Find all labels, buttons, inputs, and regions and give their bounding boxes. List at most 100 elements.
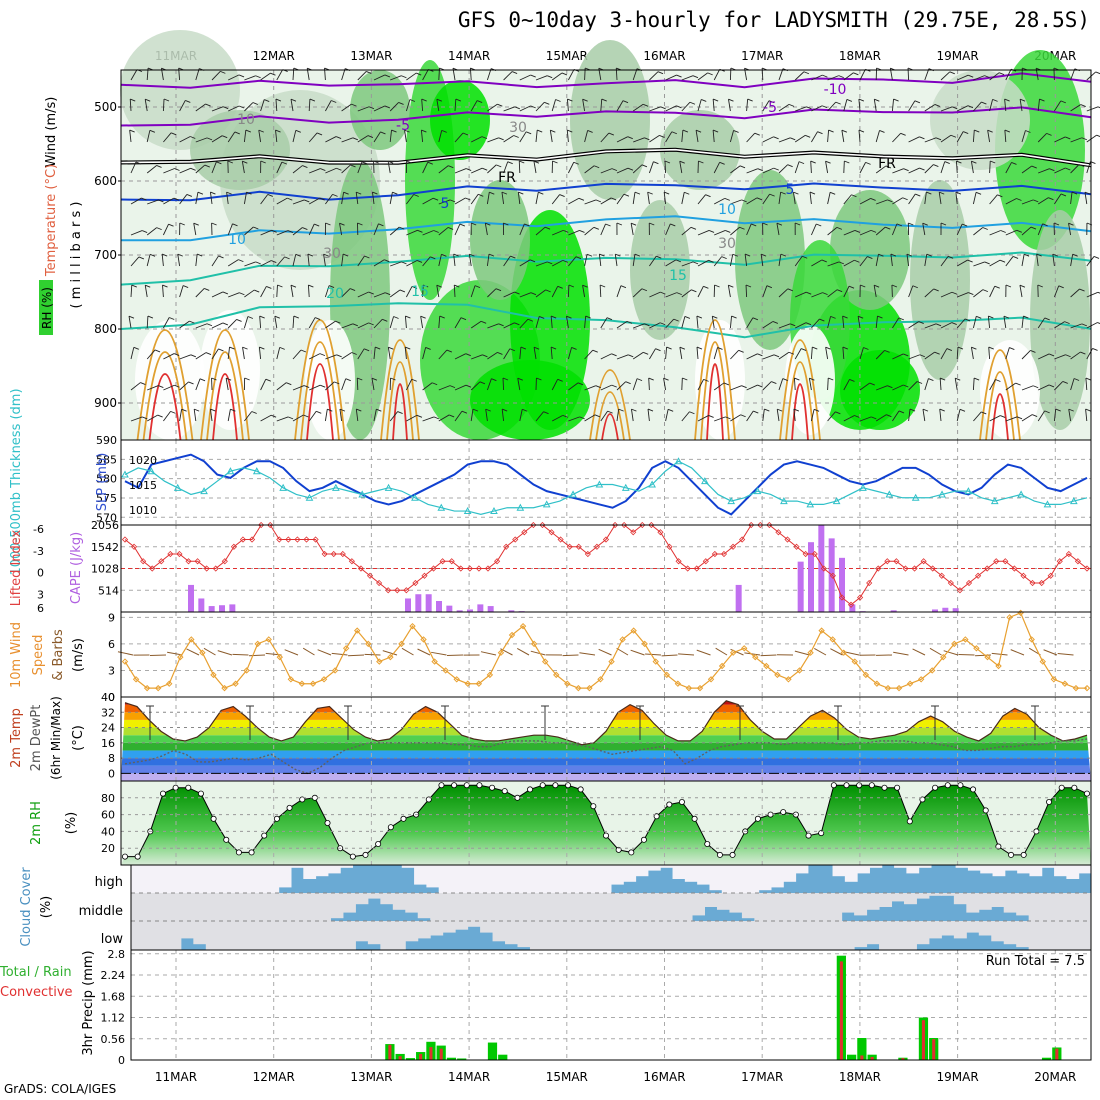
rh-point [628,849,635,856]
wind-barb-flag [1016,198,1022,201]
cape-bar [477,604,484,612]
wind-barb-flag [982,289,989,293]
temperature-band [121,742,1091,751]
cloud-clear-cell [991,921,1005,942]
wind-barb [892,197,903,205]
wind-barb [972,192,977,205]
cloud-clear-cell [991,893,1005,907]
lifted-index-point [857,594,864,601]
wind-barb [679,161,683,174]
wind-barb-flag [459,223,466,227]
cloud-axis-label-1: Cloud Cover [19,867,34,947]
wind-barb-flag [399,289,406,293]
wind-barb [1085,409,1088,422]
wind-barb [843,415,855,422]
wind-barb [727,285,731,298]
wind-barb [924,192,927,205]
cloud-clear-cell [667,921,681,950]
precip-total-bar [405,1058,416,1060]
temperature-band [121,735,1091,743]
wind-barb-flag [967,105,974,109]
wind-barb [632,378,638,391]
wind-barb [179,194,188,205]
cloud-clear-cell [480,893,494,921]
wind-barb [146,227,157,236]
wind-barb [259,316,262,329]
wind-barb-flag [615,253,621,257]
lifted-index-point [1056,558,1063,565]
wind-barb-flag [663,377,669,381]
wind-barb [616,354,629,360]
wind-barb-flag [806,106,812,110]
wind-barb-flag [793,408,800,412]
rh-shade-area [830,190,910,310]
precip-convective-bar [932,1039,936,1060]
cloud-clear-cell [426,865,440,888]
wind-barb-flag [692,75,699,79]
wind-barb-flag [138,256,145,260]
wind-barb [146,315,149,329]
wind-barb [487,137,499,143]
wind-speed-point [818,627,825,634]
wind-barb-flag [858,129,865,133]
wind-barb-flag [530,105,536,109]
wind-barb-flag [141,197,147,201]
cloud-clear-cell [567,893,581,921]
rh-point [805,832,812,839]
wind-barb-10m [431,651,447,656]
precip-tick-label: 2.24 [101,969,126,982]
wind-barb-flag [1019,98,1026,102]
wind-barb [211,71,221,81]
wind-barb-flag [747,98,753,102]
wind-barb [825,347,829,360]
wind-barb [163,317,170,329]
wind-barb-flag [934,351,940,355]
wind-barb-flag [1060,100,1066,104]
cape-bar [890,610,897,612]
wind-barb-flag [133,346,139,350]
wind-barb [762,285,768,298]
wind-barb [633,137,645,143]
wind-barb-flag [465,197,471,201]
wind-barb-flag [242,160,248,164]
wind-barb-flag [571,347,577,350]
wind-speed-point [287,676,295,683]
wind-barb [535,102,545,112]
slp-thickness-frame [120,439,1092,526]
wind-barb-flag [562,259,568,263]
lifted-index-point [575,543,582,550]
wind-barb-flag [912,285,918,289]
wind-barb [179,136,191,143]
wind-barb-flag [903,168,909,172]
cloud-clear-cell [405,921,419,942]
thickness-tick-label: 590 [96,434,117,447]
cloud-clear-cell [953,893,967,905]
wind-barb-flag [1062,380,1068,384]
wind-barb [714,416,726,422]
wind-barb [940,71,951,81]
cloud-clear-cell [254,865,267,893]
wind-barb [422,347,427,360]
cloud-clear-cell [592,921,606,950]
lifted-index-point [167,550,174,558]
rh-tick-label: 60 [101,809,115,822]
wind-barb-flag [821,259,827,263]
wind-barb-flag [514,291,520,295]
wind-barb [422,382,433,391]
wind-barb-flag [903,353,909,357]
precip-convective-bar [860,1055,864,1060]
wind-barb-flag [660,106,666,110]
wind-barb-flag [676,292,682,296]
wind-barb [503,106,515,112]
rh-point [438,782,445,789]
wind-barb [584,349,594,360]
wind-barb [778,164,788,174]
temperature-contour-low [791,383,809,441]
wind-barb-flag [956,160,962,164]
wind-barb [373,105,386,112]
wind-barb [760,254,764,267]
thickness-point [147,467,156,475]
wind-barb [681,316,686,329]
